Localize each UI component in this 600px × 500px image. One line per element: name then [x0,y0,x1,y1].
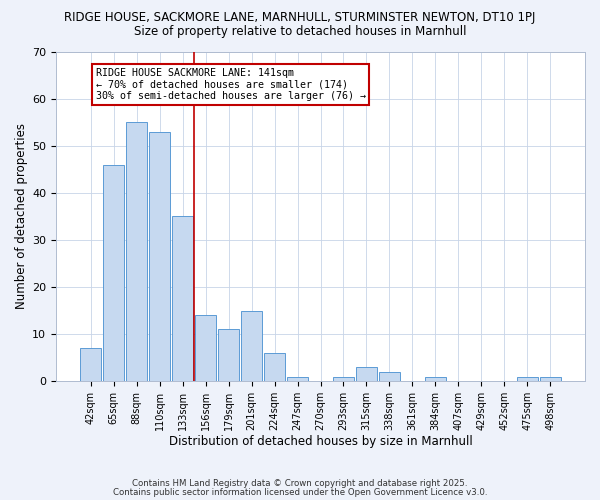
Bar [172,216,193,381]
Bar [425,376,446,381]
Text: Contains public sector information licensed under the Open Government Licence v3: Contains public sector information licen… [113,488,487,497]
Bar [517,376,538,381]
Bar [379,372,400,381]
Text: RIDGE HOUSE SACKMORE LANE: 141sqm
← 70% of detached houses are smaller (174)
30%: RIDGE HOUSE SACKMORE LANE: 141sqm ← 70% … [95,68,365,101]
Y-axis label: Number of detached properties: Number of detached properties [15,124,28,310]
Text: Contains HM Land Registry data © Crown copyright and database right 2025.: Contains HM Land Registry data © Crown c… [132,478,468,488]
Bar [126,122,147,381]
Bar [149,132,170,381]
X-axis label: Distribution of detached houses by size in Marnhull: Distribution of detached houses by size … [169,434,472,448]
Text: RIDGE HOUSE, SACKMORE LANE, MARNHULL, STURMINSTER NEWTON, DT10 1PJ: RIDGE HOUSE, SACKMORE LANE, MARNHULL, ST… [64,12,536,24]
Bar [540,376,561,381]
Bar [287,376,308,381]
Bar [218,330,239,381]
Bar [264,353,285,381]
Bar [241,310,262,381]
Bar [356,367,377,381]
Text: Size of property relative to detached houses in Marnhull: Size of property relative to detached ho… [134,25,466,38]
Bar [195,316,216,381]
Bar [103,164,124,381]
Bar [80,348,101,381]
Bar [333,376,354,381]
